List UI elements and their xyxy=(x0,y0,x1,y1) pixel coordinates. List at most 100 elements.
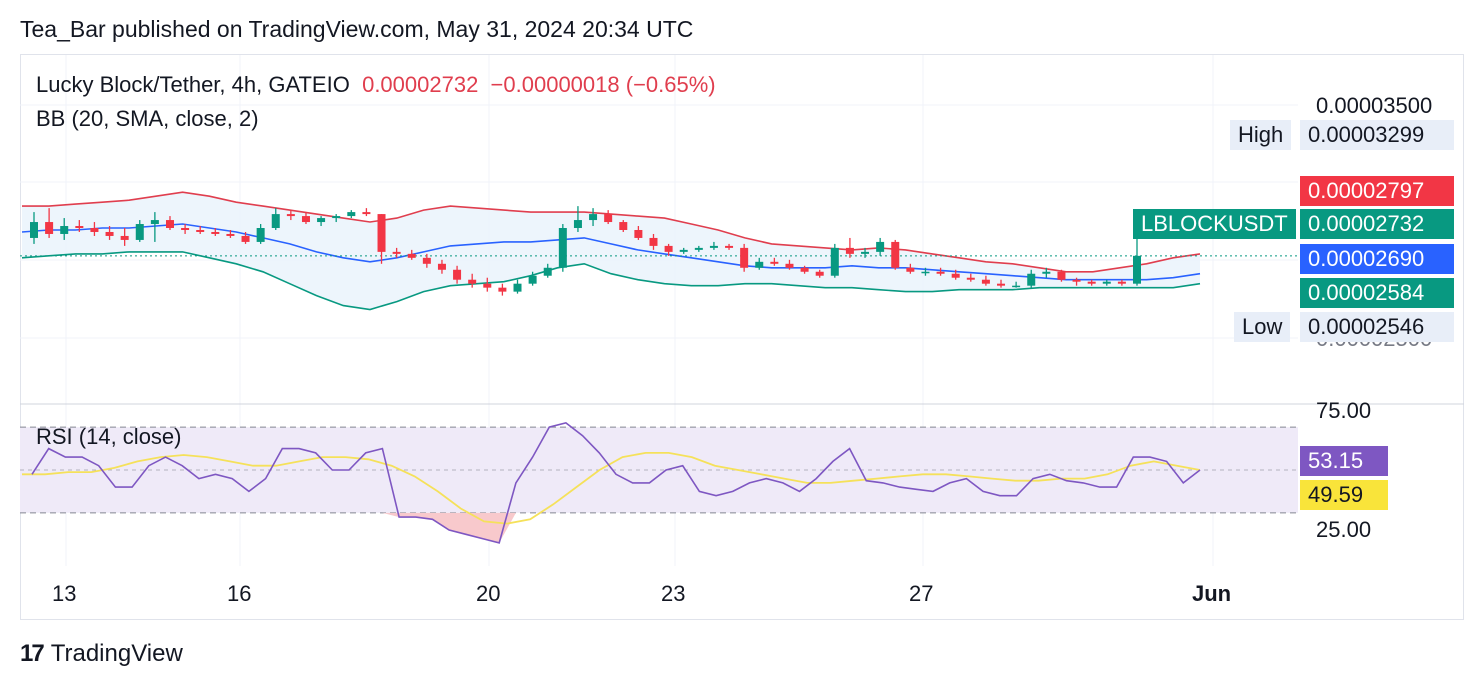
high-label: High xyxy=(1230,120,1292,150)
candle-body xyxy=(75,226,84,229)
candle-body xyxy=(317,218,326,223)
bb-lower-line xyxy=(21,251,1201,311)
candle-body xyxy=(589,214,598,221)
candle-body xyxy=(422,257,431,264)
x-tick-27: 27 xyxy=(909,581,934,606)
candle-body xyxy=(1012,285,1021,288)
candle-body xyxy=(981,279,990,284)
candle-body xyxy=(845,247,854,254)
candle-body xyxy=(528,275,537,284)
tradingview-brand: TradingView xyxy=(50,640,183,667)
rsi-value-tag: 53.15 xyxy=(1300,446,1388,476)
rsi-tick-75: 75.00 xyxy=(1316,398,1372,423)
low-label: Low xyxy=(1234,312,1291,342)
candles-layer xyxy=(30,206,1141,296)
rsi-line xyxy=(31,422,1201,544)
candle-body xyxy=(45,222,54,234)
symbol-tag: LBLOCKUSDT xyxy=(1133,209,1296,239)
candle-body xyxy=(453,269,462,280)
candle-body xyxy=(936,271,945,274)
candle-body xyxy=(679,249,688,252)
candle-body xyxy=(377,214,386,252)
candle-body xyxy=(1102,281,1111,284)
last-price: 0.00002732 xyxy=(362,72,479,97)
candle-body xyxy=(558,228,567,268)
candle-body xyxy=(891,241,900,268)
candle-body xyxy=(241,235,250,242)
candle-body xyxy=(861,251,870,254)
candle-body xyxy=(1133,255,1141,284)
candle-body xyxy=(135,224,144,240)
candle-body xyxy=(468,279,477,284)
candle-body xyxy=(755,261,764,268)
symbol-legend: Lucky Block/Tether, 4h, GATEIO 0.0000273… xyxy=(36,72,716,98)
candle-body xyxy=(90,228,99,232)
published-caption: Tea_Bar published on TradingView.com, Ma… xyxy=(20,16,694,42)
x-tick-jun: Jun xyxy=(1192,581,1232,606)
candle-body xyxy=(1117,281,1126,284)
candle-body xyxy=(407,253,416,258)
candle-body xyxy=(271,214,280,229)
candle-body xyxy=(1087,281,1096,284)
upper-band-value: 0.00002797 xyxy=(1300,176,1454,206)
candle-body xyxy=(437,263,446,270)
rsi-layer xyxy=(20,422,1298,544)
candle-body xyxy=(392,251,401,254)
rsi-band xyxy=(20,427,1298,513)
bollinger-bands-layer xyxy=(20,191,1298,311)
candle-body xyxy=(226,233,235,236)
rsi-legend: RSI (14, close) xyxy=(36,424,182,449)
tradingview-logo-icon: 17 xyxy=(20,640,45,667)
candle-body xyxy=(664,245,673,252)
candle-body xyxy=(830,247,839,276)
candle-body xyxy=(694,247,703,250)
candle-body xyxy=(301,216,310,223)
candle-body xyxy=(1042,271,1051,274)
x-tick-23: 23 xyxy=(661,581,686,606)
candle-body xyxy=(362,212,371,215)
lower-band-value: 0.00002584 xyxy=(1300,278,1454,308)
rsi-ma-line xyxy=(22,451,1201,525)
bb-legend: BB (20, SMA, close, 2) xyxy=(36,106,259,131)
candle-body xyxy=(256,228,265,242)
candle-body xyxy=(498,287,507,292)
x-tick-16: 16 xyxy=(227,581,252,606)
candle-body xyxy=(876,241,885,252)
candle-body xyxy=(740,247,749,268)
x-tick-20: 20 xyxy=(476,581,501,606)
candle-body xyxy=(725,245,734,248)
candle-body xyxy=(1027,273,1036,286)
candle-body xyxy=(770,261,779,264)
candle-body xyxy=(785,263,794,268)
symbol-name: Lucky Block/Tether, 4h, GATEIO xyxy=(36,72,350,97)
price-tick-top: 0.00003500 xyxy=(1316,93,1433,118)
candle-body xyxy=(165,220,174,229)
high-value: 0.00003299 xyxy=(1300,120,1454,150)
candle-body xyxy=(120,235,129,240)
price-change: −0.00000018 (−0.65%) xyxy=(490,72,716,97)
candle-body xyxy=(604,214,613,223)
x-tick-13: 13 xyxy=(52,581,77,606)
candle-body xyxy=(513,283,522,292)
low-value: 0.00002546 xyxy=(1300,312,1454,342)
candle-body xyxy=(347,212,356,217)
candle-body xyxy=(800,267,809,272)
candle-body xyxy=(286,214,295,217)
candle-body xyxy=(649,237,658,246)
candle-body xyxy=(543,267,552,276)
candle-body xyxy=(709,245,718,248)
candle-body xyxy=(483,283,492,288)
candle-body xyxy=(196,229,205,232)
candle-body xyxy=(966,277,975,280)
candle-body xyxy=(181,228,190,230)
candle-body xyxy=(997,283,1006,286)
rsi-ma-value-tag: 49.59 xyxy=(1300,480,1388,510)
candle-body xyxy=(619,222,628,230)
candle-body xyxy=(1072,279,1081,282)
chart-frame xyxy=(20,54,1464,620)
last-price-tag: 0.00002732 xyxy=(1300,209,1454,239)
candle-body xyxy=(30,222,38,238)
candle-body xyxy=(573,220,582,229)
rsi-tick-25: 25.00 xyxy=(1316,517,1372,542)
